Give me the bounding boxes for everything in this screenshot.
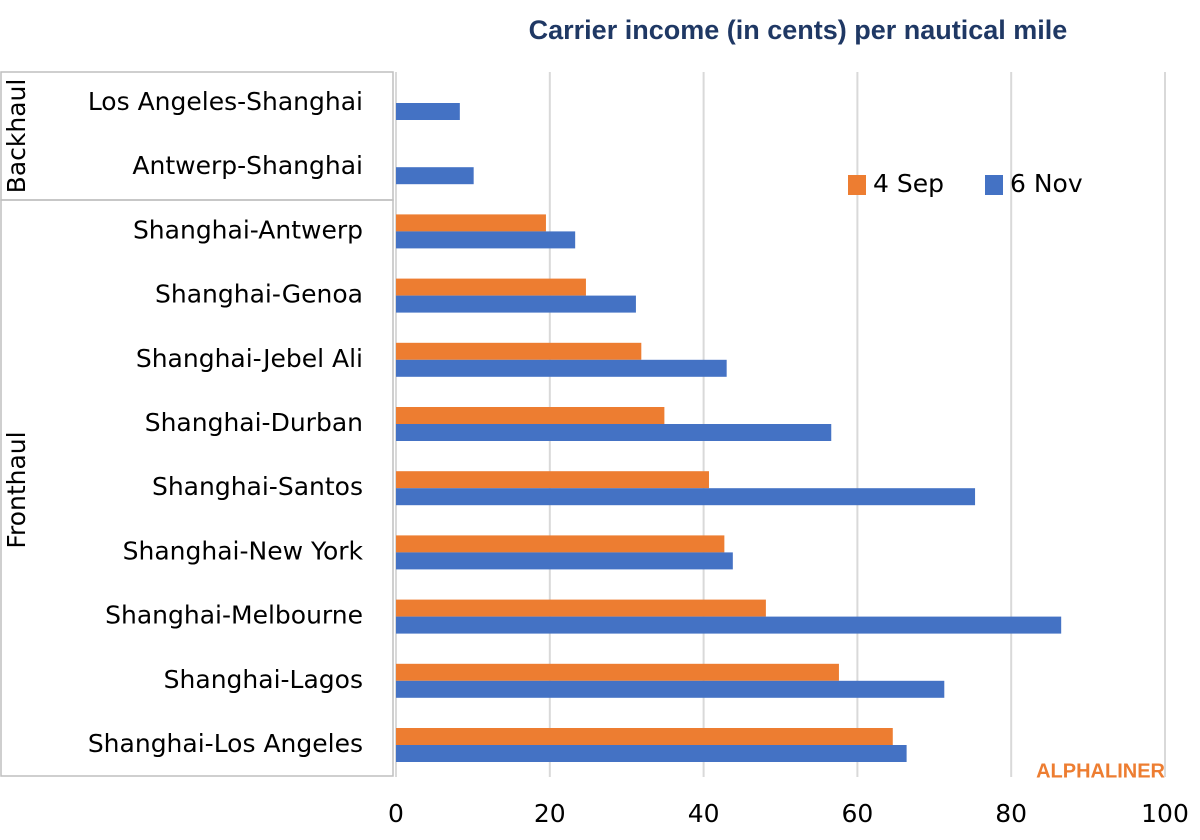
bar xyxy=(396,278,586,296)
fronthaul-box xyxy=(0,199,394,777)
bar xyxy=(396,214,546,232)
x-tick-label: 60 xyxy=(841,799,873,828)
x-tick-label: 100 xyxy=(1141,799,1189,828)
y-tick-label: Shanghai-Santos xyxy=(152,472,363,501)
bar xyxy=(396,745,907,762)
y-tick-label: Shanghai-Genoa xyxy=(155,280,363,309)
x-tick-label: 80 xyxy=(995,799,1027,828)
bar xyxy=(396,407,665,424)
chart-title: Carrier income (in cents) per nautical m… xyxy=(529,15,1068,45)
x-tick-label: 40 xyxy=(688,799,720,828)
bar xyxy=(396,231,576,249)
bar xyxy=(396,471,709,489)
x-tick-label: 20 xyxy=(534,799,566,828)
category-panel xyxy=(0,71,394,777)
bar xyxy=(396,616,1062,634)
bar xyxy=(396,295,636,313)
y-tick-label: Shanghai-Melbourne xyxy=(105,601,363,630)
legend-label: 4 Sep xyxy=(873,169,944,198)
bar xyxy=(396,663,839,681)
bar xyxy=(396,552,733,570)
legend-swatch xyxy=(985,175,1003,195)
y-tick-label: Shanghai-Jebel Ali xyxy=(136,344,363,373)
group-label: Backhaul xyxy=(2,79,31,194)
bar xyxy=(396,359,727,377)
bar xyxy=(396,599,766,617)
y-tick-label: Shanghai-Los Angeles xyxy=(88,729,363,758)
bar xyxy=(396,680,945,698)
y-tick-label: Shanghai-Durban xyxy=(145,408,363,437)
x-tick-label: 0 xyxy=(388,799,404,828)
bar xyxy=(396,424,832,441)
legend-label: 6 Nov xyxy=(1010,169,1083,198)
group-label: Fronthaul xyxy=(2,431,31,548)
bar xyxy=(396,167,474,185)
y-tick-label: Shanghai-Lagos xyxy=(164,665,363,694)
bar xyxy=(396,535,725,553)
y-tick-label: Los Angeles-Shanghai xyxy=(88,87,363,116)
bar xyxy=(396,103,460,120)
bar xyxy=(396,728,893,745)
y-tick-label: Shanghai-Antwerp xyxy=(133,215,363,244)
legend-swatch xyxy=(848,175,866,195)
watermark: ALPHALINER xyxy=(1036,760,1165,782)
bar xyxy=(396,342,642,360)
bar xyxy=(396,488,976,506)
y-tick-label: Shanghai-New York xyxy=(123,536,364,565)
y-tick-label: Antwerp-Shanghai xyxy=(132,151,363,180)
